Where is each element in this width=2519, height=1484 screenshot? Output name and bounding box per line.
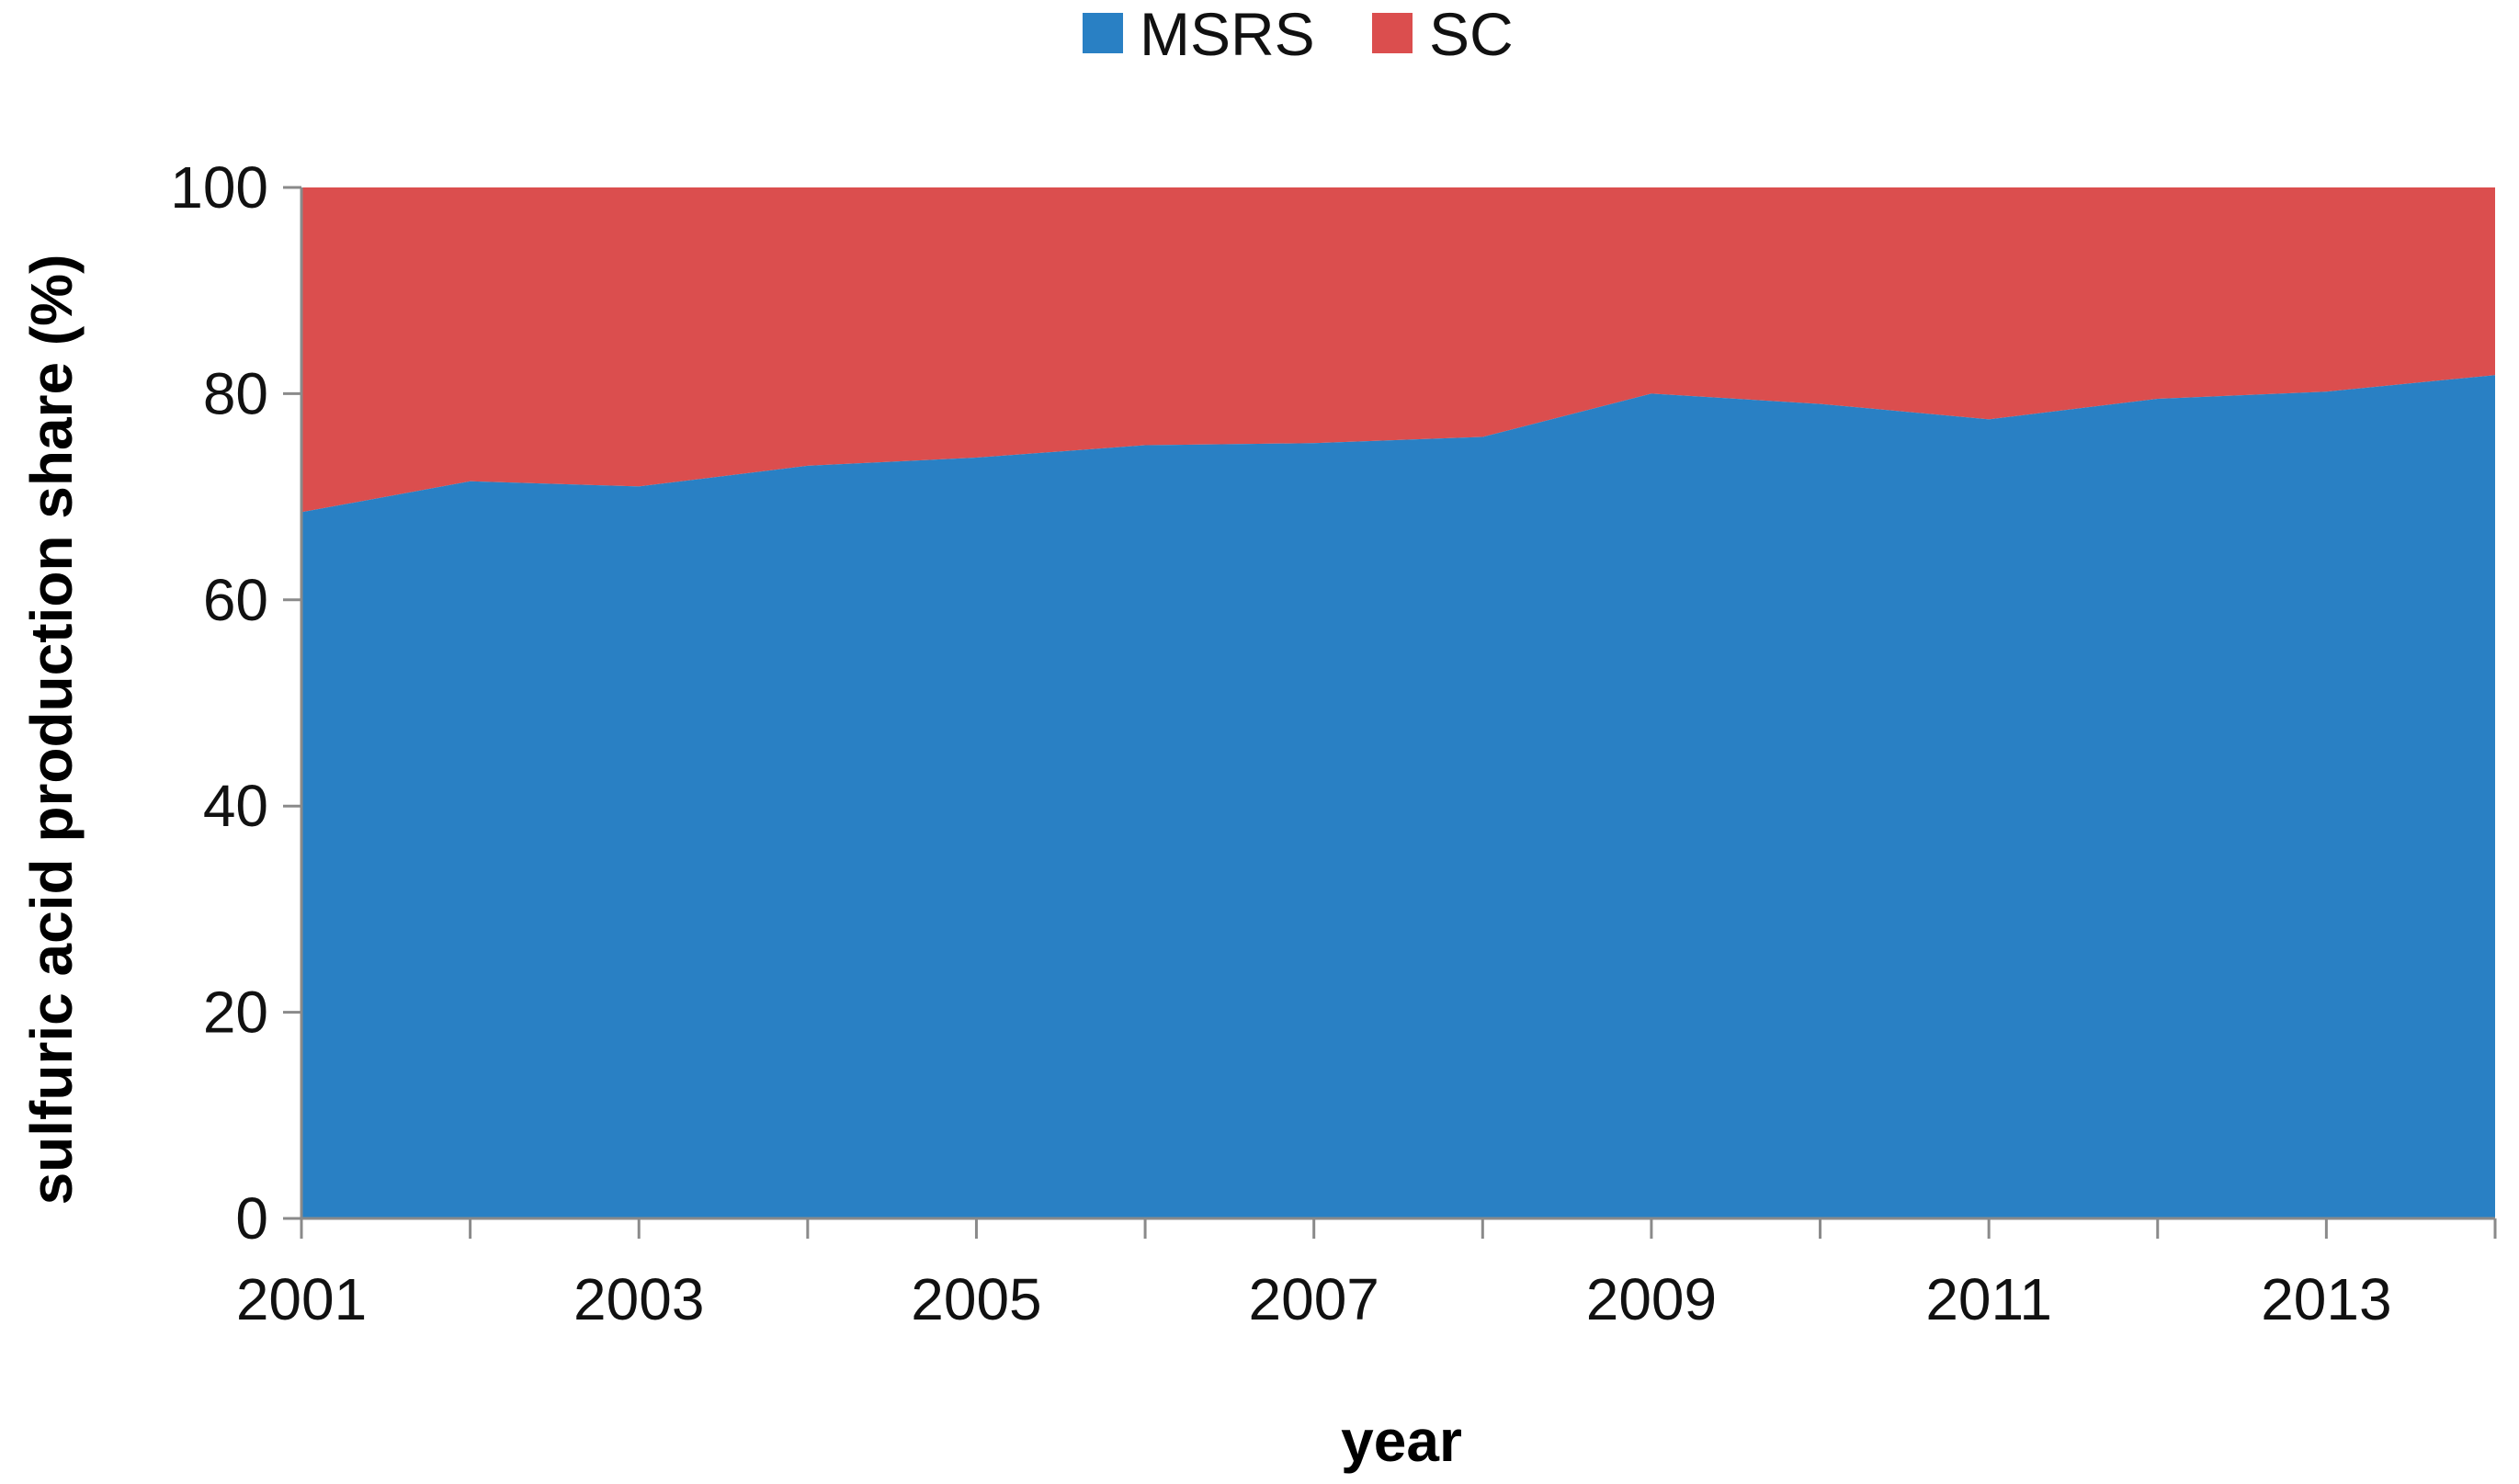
area-sc	[301, 187, 2495, 513]
y-tick-label: 80	[203, 360, 268, 426]
y-tick-label: 40	[203, 773, 268, 839]
y-ticks: 0 20 40 60 80 100	[170, 154, 301, 1252]
y-tick-label: 100	[170, 154, 268, 221]
y-tick-label: 60	[203, 567, 268, 633]
y-axis: 0 20 40 60 80 100	[170, 154, 303, 1252]
x-axis-title: year	[1341, 1408, 1462, 1474]
x-tick-label: 2001	[236, 1266, 367, 1332]
x-tick-label: 2003	[573, 1266, 704, 1332]
y-tick-label: 20	[203, 980, 268, 1046]
area-msrs	[301, 375, 2495, 1218]
x-tick-label: 2005	[911, 1266, 1041, 1332]
plot-area	[301, 187, 2495, 1218]
x-tick-label: 2013	[2261, 1266, 2391, 1332]
y-axis-title: sulfuric acid production share (%)	[18, 255, 85, 1206]
x-tick-label: 2011	[1925, 1266, 2052, 1332]
x-tick-label: 2007	[1249, 1266, 1379, 1332]
legend-label-sc: SC	[1429, 0, 1514, 68]
legend-swatch-msrs	[1083, 13, 1123, 53]
legend-swatch-sc	[1372, 13, 1413, 53]
legend: MSRS SC	[1083, 0, 1514, 68]
x-axis: 2001 2003 2005 2007 2009 2011 2013	[236, 1217, 2497, 1332]
x-tick-label: 2009	[1586, 1266, 1717, 1332]
x-ticks: 2001 2003 2005 2007 2009 2011 2013	[236, 1218, 2497, 1332]
legend-label-msrs: MSRS	[1140, 0, 1315, 68]
y-tick-label: 0	[235, 1185, 268, 1252]
